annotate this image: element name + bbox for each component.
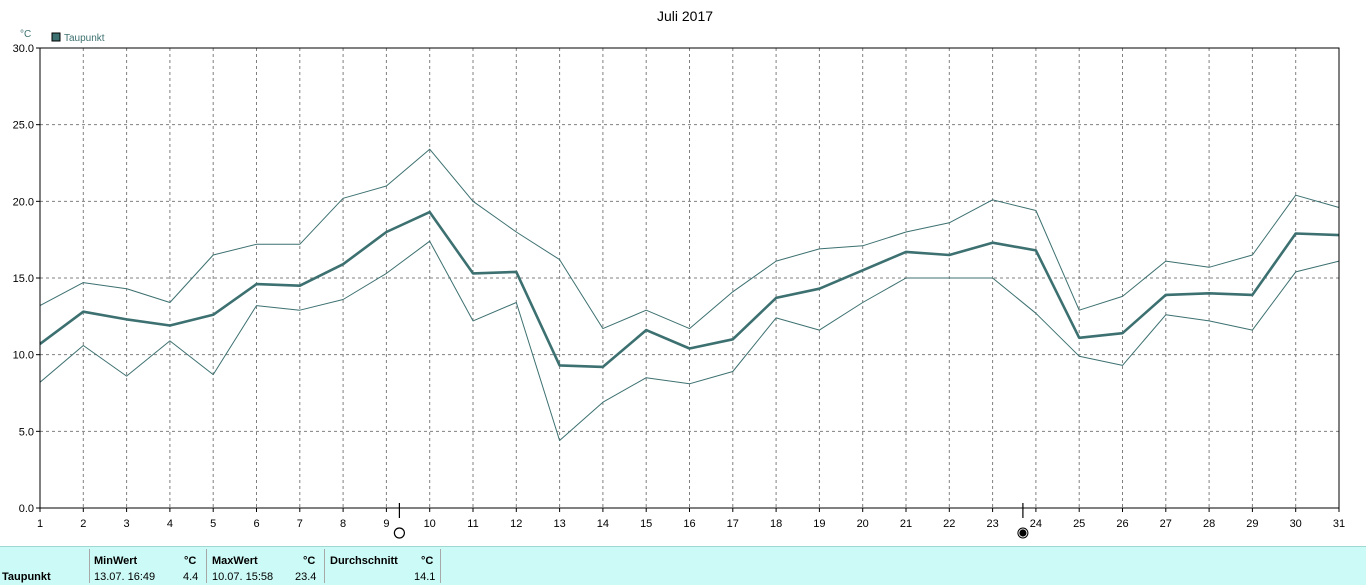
grid [40, 48, 1339, 508]
chart-title: Juli 2017 [657, 8, 713, 24]
y-axis-unit: °C [20, 29, 31, 40]
y-axis-ticks: 0.0 5.0 10.0 15.0 20.0 25.0 30.0 [13, 43, 40, 515]
x-tick-label: 12 [510, 518, 522, 530]
series-lines [39, 148, 1340, 441]
x-tick-label: 22 [943, 518, 955, 530]
mean-line [39, 210, 1340, 369]
min-unit: °C [184, 555, 197, 567]
y-tick-label: 25.0 [13, 120, 34, 132]
x-tick-label: 23 [986, 518, 998, 530]
x-tick-label: 24 [1030, 518, 1042, 530]
footer-divider [324, 549, 325, 583]
x-tick-label: 2 [80, 518, 86, 530]
avg-value: 14.1 [414, 571, 436, 583]
max-time: 10.07. 15:58 [212, 571, 274, 583]
footer-divider [89, 549, 90, 583]
min-value: 4.4 [183, 571, 199, 583]
x-tick-label: 20 [857, 518, 869, 530]
x-tick-label: 6 [253, 518, 259, 530]
x-tick-label: 3 [124, 518, 130, 530]
max-header: MaxWert [212, 555, 258, 567]
x-tick-label: 9 [383, 518, 389, 530]
y-tick-label: 5.0 [19, 426, 34, 438]
x-tick-label: 30 [1290, 518, 1302, 530]
y-tick-label: 20.0 [13, 196, 34, 208]
x-tick-label: 27 [1160, 518, 1172, 530]
plot-frame [39, 47, 1340, 509]
x-tick-label: 11 [467, 518, 478, 530]
footer-row-label: Taupunkt [2, 571, 51, 583]
x-tick-label: 8 [340, 518, 346, 530]
max-value: 23.4 [295, 571, 317, 583]
x-tick-label: 21 [900, 518, 912, 530]
footer-divider [440, 549, 441, 583]
footer-divider [206, 549, 207, 583]
moon-phase-markers [393, 503, 1029, 539]
min-line [39, 240, 1340, 441]
x-tick-label: 10 [424, 518, 436, 530]
x-tick-label: 16 [683, 518, 695, 530]
x-tick-label: 14 [597, 518, 609, 530]
y-tick-label: 0.0 [19, 503, 34, 515]
x-tick-label: 31 [1333, 518, 1345, 530]
x-tick-label: 25 [1073, 518, 1085, 530]
x-tick-label: 18 [770, 518, 782, 530]
x-tick-label: 28 [1203, 518, 1215, 530]
x-tick-label: 4 [167, 518, 173, 530]
legend-swatch [51, 32, 61, 42]
statistics-footer: Taupunkt MinWert °C 13.07. 16:49 4.4 Max… [0, 546, 1366, 585]
x-tick-label: 15 [640, 518, 652, 530]
x-tick-label: 19 [813, 518, 825, 530]
avg-header: Durchschnitt [330, 555, 398, 567]
x-tick-label: 1 [37, 518, 43, 530]
max-line [39, 148, 1340, 330]
legend-label: Taupunkt [64, 33, 105, 44]
min-time: 13.07. 16:49 [94, 571, 156, 583]
x-tick-label: 26 [1116, 518, 1128, 530]
y-tick-label: 10.0 [13, 350, 34, 362]
chart: Juli 2017 °C Taupunkt 0.05.010.015.020.0… [13, 8, 1345, 539]
max-unit: °C [303, 555, 316, 567]
y-tick-label: 30.0 [13, 43, 34, 55]
x-tick-label: 5 [210, 518, 216, 530]
full-moon-icon [393, 527, 405, 539]
x-tick-label: 17 [727, 518, 739, 530]
x-tick-label: 7 [297, 518, 303, 530]
y-tick-label: 15.0 [13, 273, 34, 285]
x-tick-label: 13 [553, 518, 565, 530]
avg-unit: °C [421, 555, 434, 567]
new-moon-fill [1019, 529, 1027, 537]
x-axis-ticks: 1 2 3 4 5 6 7 8 9 10 11 12 13 14 15 16 17 18 19 20 21 22 23 24 2… [37, 508, 1345, 530]
min-header: MinWert [94, 555, 138, 567]
x-tick-label: 29 [1246, 518, 1258, 530]
